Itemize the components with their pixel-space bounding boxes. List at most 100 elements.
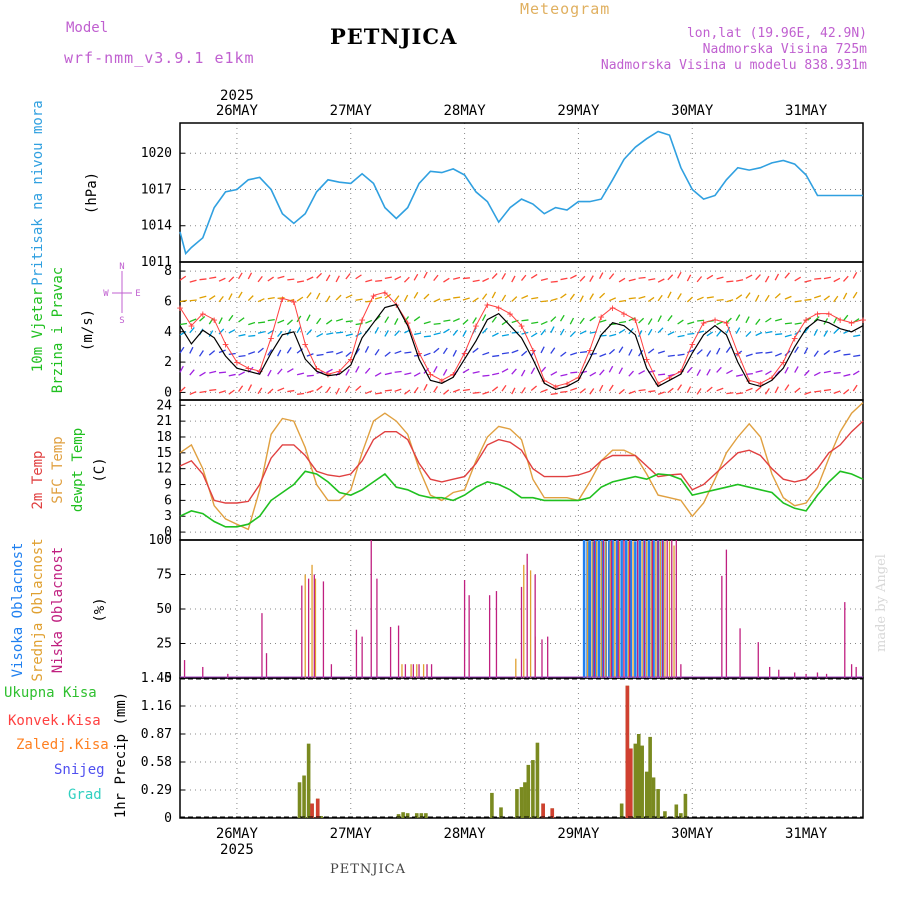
- wind-barb: [355, 274, 362, 280]
- bottom-date-label: 31MAY: [785, 826, 828, 842]
- gust-marker: +: [621, 308, 628, 321]
- wind-barb: [433, 298, 441, 303]
- wind-barb: [842, 292, 848, 300]
- wind-barb: [677, 334, 685, 338]
- wind-barb: [843, 389, 850, 395]
- precip-legend-item: Konvek.Kisa: [8, 713, 101, 729]
- wind-barb: [218, 295, 224, 303]
- compass-e-label: E: [135, 289, 140, 299]
- wind-barb: [336, 331, 344, 334]
- wind-barb: [589, 352, 597, 356]
- wind-barb: [345, 369, 350, 376]
- wind-barb: [609, 297, 616, 302]
- wind-barb: [345, 273, 351, 280]
- y-tick-label: 3: [164, 509, 172, 524]
- wind-barb: [794, 276, 802, 282]
- sfc-temp-line: [179, 402, 864, 531]
- precip-bar: [523, 782, 527, 818]
- precip-bar: [651, 777, 656, 818]
- y-tick-label: 1020: [141, 146, 172, 161]
- precip-bar: [633, 743, 638, 818]
- wind-barb: [726, 280, 734, 283]
- wind-barb: [784, 366, 789, 374]
- wind-barb: [550, 280, 558, 283]
- wind-barb: [833, 349, 841, 354]
- wind-barb: [462, 319, 469, 325]
- wind-barb: [599, 369, 605, 376]
- wind-barb: [218, 390, 226, 394]
- wind-barb: [472, 371, 480, 374]
- wind-axis-label-2: Brzina i Pravac: [50, 267, 66, 393]
- wind-barb: [608, 365, 614, 373]
- wind-barb: [276, 349, 282, 357]
- wind-barb: [365, 279, 373, 283]
- wind-barb: [560, 390, 568, 393]
- wind-barb: [764, 388, 770, 395]
- y-tick-label: 15: [156, 446, 172, 461]
- y-tick-label: 9: [164, 478, 172, 493]
- wind-barb: [296, 372, 305, 376]
- wind-barb: [384, 351, 391, 357]
- wind-barb: [560, 277, 568, 281]
- gust-marker: +: [245, 362, 252, 375]
- wind-barb: [530, 273, 538, 279]
- wind-barb: [530, 385, 538, 392]
- wind-barb: [286, 368, 294, 373]
- wind-barb: [609, 333, 617, 337]
- wind-barb: [559, 328, 565, 336]
- wind-barb: [218, 371, 227, 374]
- precip-bar: [619, 803, 624, 818]
- wind-barb: [540, 388, 548, 393]
- wind-barb: [404, 372, 412, 376]
- wind-barb: [179, 330, 187, 336]
- wind-barb: [267, 296, 275, 300]
- wind-barb: [296, 280, 305, 283]
- gust-marker: +: [541, 374, 548, 387]
- wind-barb: [267, 369, 272, 377]
- wind-barb: [677, 384, 683, 391]
- wind-barb: [452, 318, 460, 323]
- wind-barb: [677, 319, 684, 325]
- wind-barb: [277, 330, 283, 338]
- wind-barb: [189, 327, 195, 334]
- wind-barb: [852, 384, 858, 392]
- wind-barb: [355, 332, 362, 337]
- wind-barb: [521, 295, 529, 300]
- wind-barb: [755, 274, 761, 281]
- gust-marker: +: [450, 368, 457, 381]
- gust-marker: +: [427, 368, 434, 381]
- wind-barb: [482, 277, 490, 283]
- wind-barb: [784, 334, 792, 338]
- wind-barb: [501, 368, 509, 373]
- gust-marker: +: [860, 314, 867, 327]
- wind-barb: [520, 387, 526, 394]
- wind-barb: [247, 272, 253, 280]
- wind-gust-line: [179, 291, 864, 387]
- precip-bar: [405, 813, 410, 818]
- wind-barb: [589, 388, 595, 395]
- gust-marker: +: [473, 320, 480, 333]
- wind-barb: [501, 272, 507, 280]
- wind-barb: [335, 351, 343, 355]
- convective-bar: [625, 685, 630, 818]
- wind-barb: [355, 298, 363, 301]
- wind-barb: [755, 331, 763, 337]
- wind-barb: [638, 330, 643, 337]
- gust-marker: +: [746, 374, 753, 387]
- gust-marker: +: [712, 314, 719, 327]
- wind-barb: [823, 330, 829, 337]
- page-title: PETNJICA: [330, 24, 458, 49]
- wind-barb: [638, 389, 646, 392]
- wind-barb: [443, 328, 450, 334]
- wind-barb: [375, 279, 383, 282]
- wind-barb: [530, 367, 536, 375]
- wind-barb: [482, 351, 490, 356]
- wind-barb: [277, 297, 285, 300]
- gust-marker: +: [564, 377, 571, 390]
- wind-barb: [413, 372, 421, 377]
- wind-barb: [697, 319, 705, 322]
- wind-barb: [404, 351, 412, 354]
- precip-bar: [306, 743, 311, 818]
- wind-barb: [248, 334, 256, 337]
- wind-barb: [657, 327, 664, 334]
